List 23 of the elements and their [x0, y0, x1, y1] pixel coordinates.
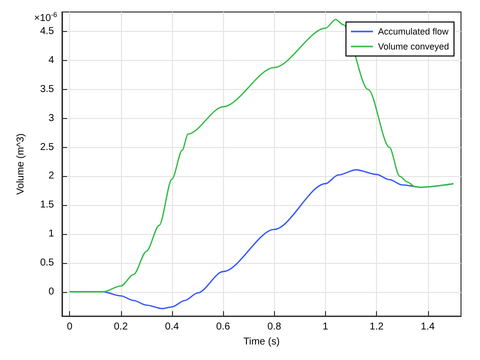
- y-tick-label: 4: [48, 55, 54, 66]
- y-tick-label: 2.5: [40, 142, 54, 153]
- y-axis-title: Volume (m^3): [16, 133, 26, 195]
- y-tick-label: 0.5: [40, 257, 54, 268]
- legend-label: Volume conveyed: [378, 42, 449, 52]
- y-tick-label: 1: [48, 228, 54, 240]
- x-tick-label: 0: [66, 322, 73, 333]
- y-tick-label: 0: [48, 286, 54, 298]
- legend-label: Accumulated flow: [378, 26, 449, 36]
- x-tick-label: 0.8: [267, 322, 282, 333]
- x-tick-label: 1.2: [370, 322, 384, 333]
- x-tick-label: 0.6: [216, 322, 231, 333]
- x-tick-label: 0.4: [165, 322, 180, 333]
- y-tick-label: 3.5: [40, 84, 54, 95]
- x-axis-title: Time (s): [243, 336, 280, 348]
- x-tick-label: 1: [322, 322, 329, 333]
- x-tick-label: 1.4: [420, 322, 436, 333]
- y-tick-label: 2: [48, 170, 54, 182]
- x-tick-label: 0.2: [114, 322, 128, 333]
- y-tick-label: 4.5: [40, 26, 54, 38]
- line-series: [69, 18, 454, 292]
- y-tick-label: 1.5: [40, 200, 54, 211]
- y-tick-label: 3: [48, 112, 54, 124]
